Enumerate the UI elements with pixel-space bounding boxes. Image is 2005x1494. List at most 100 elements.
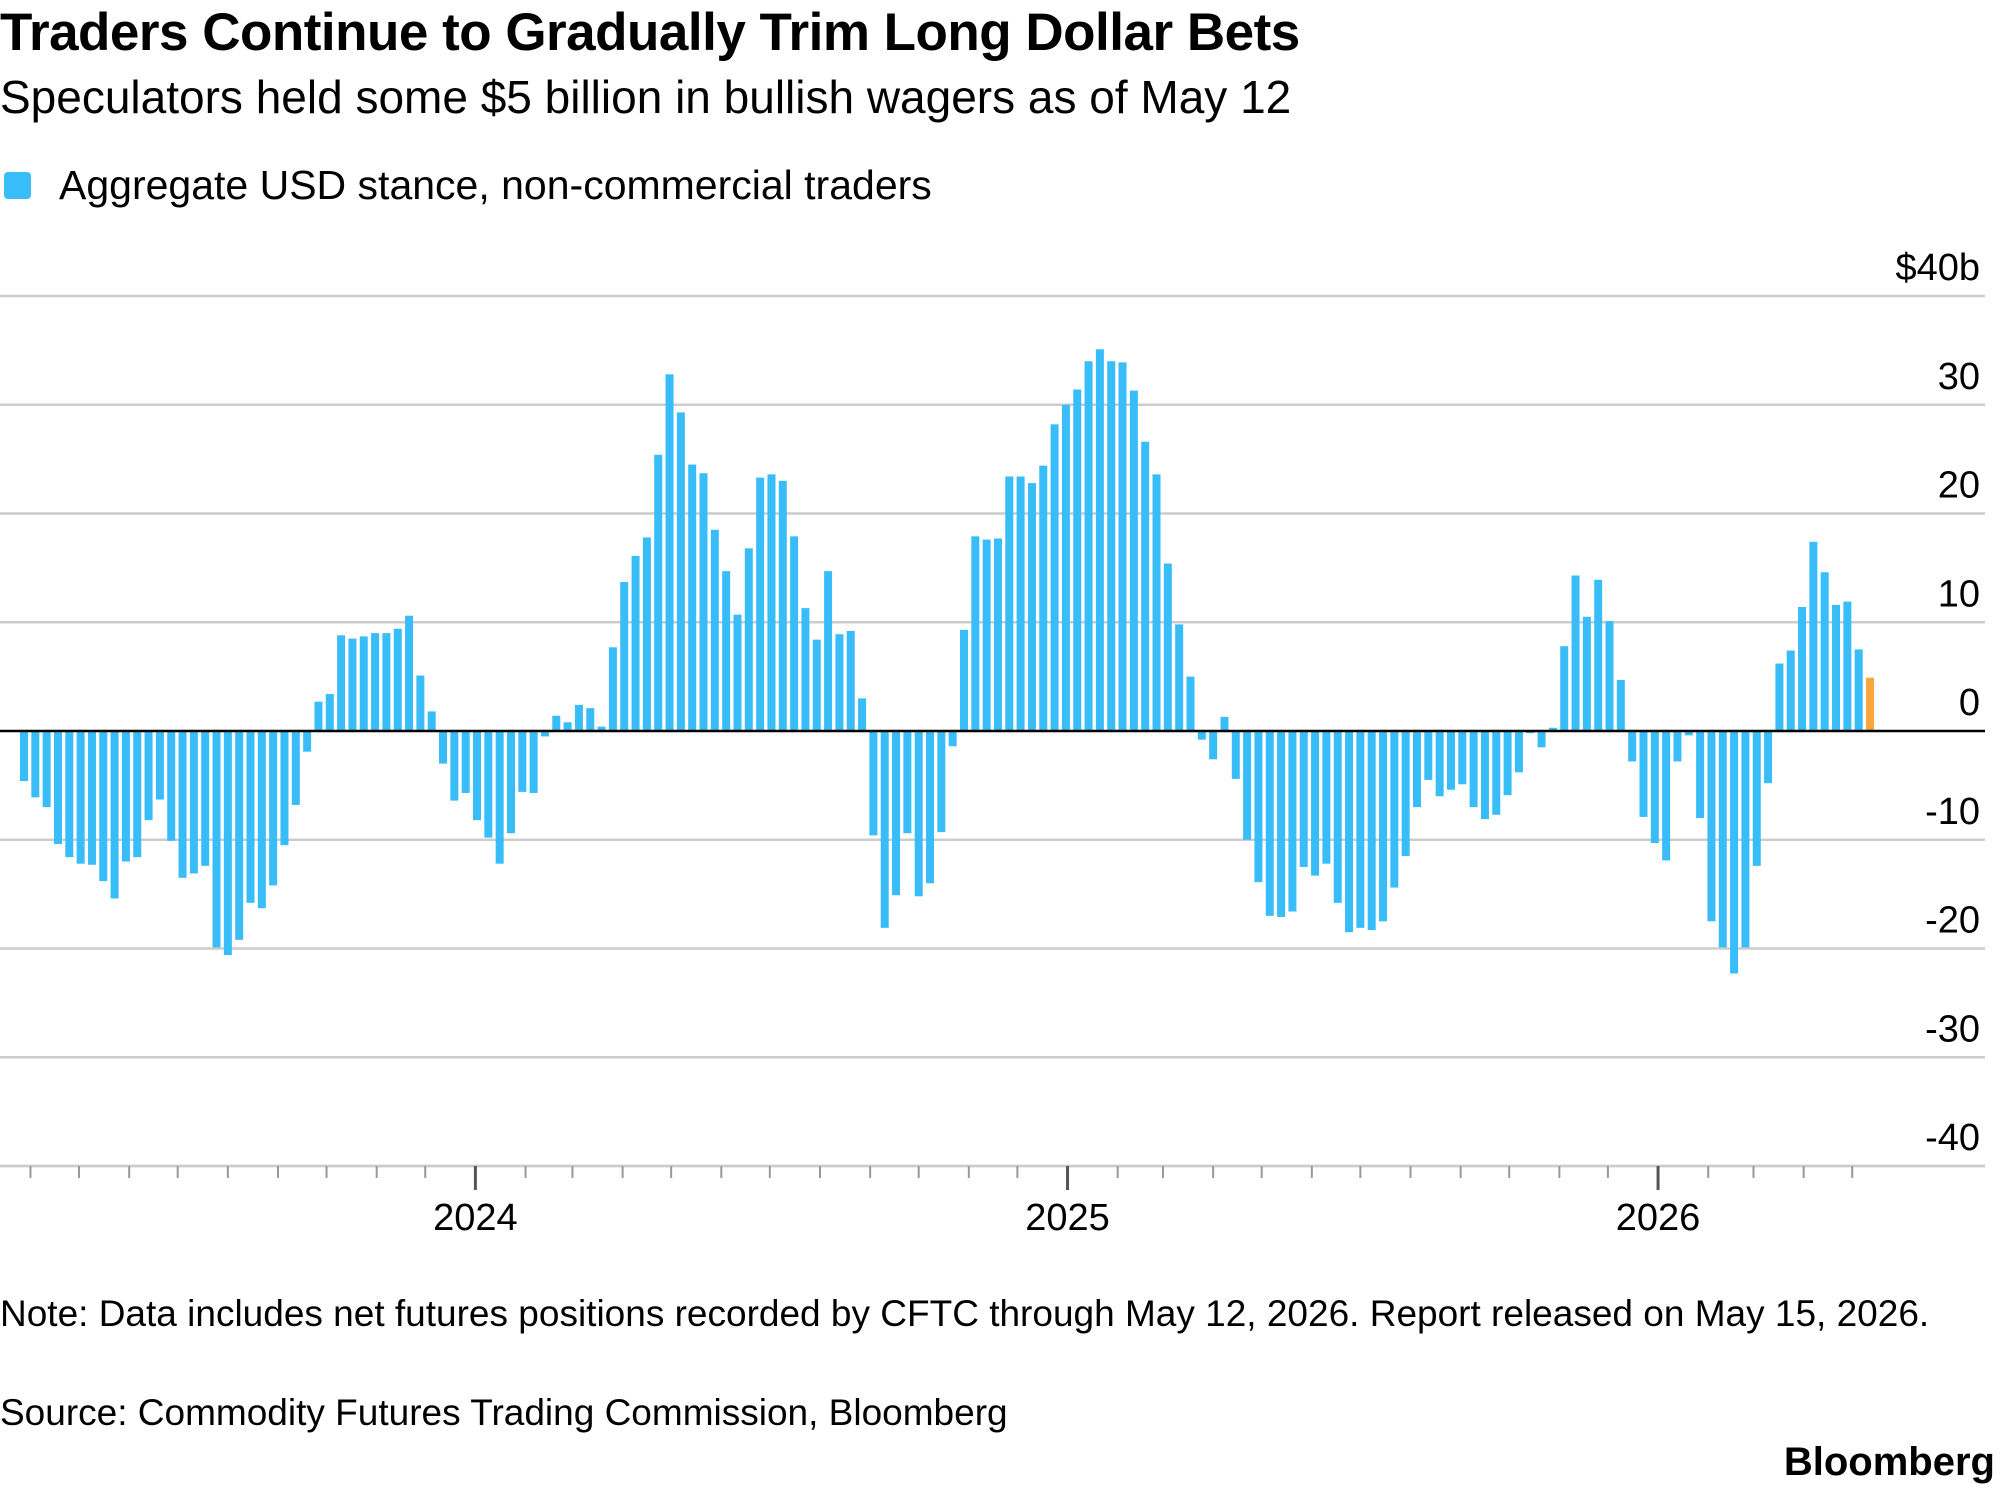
bar bbox=[1061, 404, 1070, 731]
bar bbox=[1209, 731, 1218, 760]
bar bbox=[1673, 731, 1682, 762]
bar bbox=[710, 529, 719, 731]
bar bbox=[1379, 731, 1388, 922]
bar bbox=[948, 731, 957, 747]
chart-title: Traders Continue to Gradually Trim Long … bbox=[0, 3, 1300, 62]
bar bbox=[1073, 389, 1082, 731]
bar bbox=[178, 731, 187, 878]
bar bbox=[1265, 731, 1274, 916]
bar bbox=[246, 731, 255, 903]
bar bbox=[540, 731, 549, 737]
bar bbox=[959, 629, 968, 731]
bar bbox=[1707, 731, 1716, 922]
bar bbox=[869, 731, 878, 836]
bar bbox=[1254, 731, 1263, 883]
bar bbox=[880, 731, 889, 928]
bar bbox=[1039, 465, 1048, 731]
bar bbox=[722, 571, 731, 731]
bar bbox=[1163, 563, 1172, 731]
bar-chart: $40b 30 20 10 0 -10 -20 -30 -40 2024 2025 2026 bbox=[0, 247, 1985, 1239]
bar bbox=[631, 555, 640, 731]
bar bbox=[642, 537, 651, 731]
bar bbox=[744, 548, 753, 731]
bar bbox=[314, 701, 323, 731]
bar bbox=[337, 635, 346, 731]
bar bbox=[1764, 731, 1773, 784]
bar bbox=[1537, 731, 1546, 748]
bar bbox=[87, 731, 96, 865]
bar bbox=[1718, 731, 1727, 948]
bar bbox=[926, 731, 935, 884]
bar bbox=[235, 731, 244, 940]
bar bbox=[1730, 731, 1739, 974]
bar bbox=[699, 473, 708, 731]
y-tick-label: 20 bbox=[1938, 465, 1980, 507]
x-tick-label: 2026 bbox=[1616, 1197, 1701, 1239]
bar bbox=[1220, 716, 1229, 731]
bar bbox=[257, 731, 266, 909]
bar bbox=[1005, 476, 1014, 731]
y-tick-label: -20 bbox=[1925, 900, 1980, 942]
x-tick-label: 2025 bbox=[1025, 1197, 1110, 1239]
bar bbox=[427, 711, 436, 731]
bar bbox=[654, 454, 663, 731]
bar bbox=[1412, 731, 1421, 808]
bar bbox=[665, 374, 674, 731]
bar bbox=[1786, 650, 1795, 731]
y-tick-label: -40 bbox=[1925, 1117, 1980, 1159]
bar bbox=[1854, 649, 1863, 731]
bar bbox=[1277, 731, 1286, 917]
bar bbox=[1628, 731, 1637, 762]
bar bbox=[597, 726, 606, 731]
bar bbox=[1616, 679, 1625, 731]
bar bbox=[1492, 731, 1501, 815]
bar bbox=[1662, 731, 1671, 861]
bar bbox=[99, 731, 108, 882]
bar bbox=[348, 638, 357, 731]
bar bbox=[688, 464, 697, 731]
bar bbox=[824, 571, 833, 731]
bar bbox=[1582, 616, 1591, 731]
bar bbox=[1469, 731, 1478, 808]
y-tick-label: $40b bbox=[1895, 247, 1980, 289]
bar bbox=[518, 731, 527, 792]
x-tick-labels: 2024 2025 2026 bbox=[433, 1197, 1700, 1239]
bar bbox=[1050, 424, 1059, 731]
bar bbox=[144, 731, 153, 821]
bar bbox=[280, 731, 289, 846]
bar bbox=[1809, 541, 1818, 731]
bar bbox=[574, 704, 583, 731]
bar bbox=[461, 731, 470, 793]
y-tick-label: 10 bbox=[1938, 573, 1980, 615]
bar bbox=[1016, 476, 1025, 731]
bars bbox=[20, 349, 1874, 974]
y-tick-label: -30 bbox=[1925, 1008, 1980, 1050]
bar bbox=[1696, 731, 1705, 818]
bar bbox=[303, 731, 312, 752]
bar bbox=[608, 647, 617, 731]
chart-source: Source: Commodity Futures Trading Commis… bbox=[0, 1392, 1008, 1433]
bar bbox=[1345, 731, 1354, 933]
bar bbox=[1560, 646, 1569, 731]
bar bbox=[1832, 604, 1841, 731]
bar bbox=[937, 731, 946, 833]
gridlines bbox=[0, 294, 1985, 1168]
y-tick-labels: $40b 30 20 10 0 -10 -20 -30 -40 bbox=[1895, 247, 1980, 1159]
bar bbox=[405, 615, 414, 731]
bar bbox=[858, 698, 867, 731]
bar bbox=[1820, 572, 1829, 731]
bar bbox=[473, 731, 482, 821]
bar bbox=[1107, 361, 1116, 731]
bar bbox=[993, 538, 1002, 731]
y-tick-label: 0 bbox=[1959, 682, 1980, 724]
bar bbox=[450, 731, 459, 801]
bar bbox=[1594, 579, 1603, 731]
bar bbox=[1175, 624, 1184, 731]
bar bbox=[1741, 731, 1750, 948]
bar bbox=[382, 633, 391, 731]
bar bbox=[506, 731, 515, 834]
bar bbox=[1446, 731, 1455, 790]
bar bbox=[1084, 361, 1093, 731]
bar bbox=[495, 731, 504, 864]
legend-label: Aggregate USD stance, non-commercial tra… bbox=[59, 162, 932, 208]
